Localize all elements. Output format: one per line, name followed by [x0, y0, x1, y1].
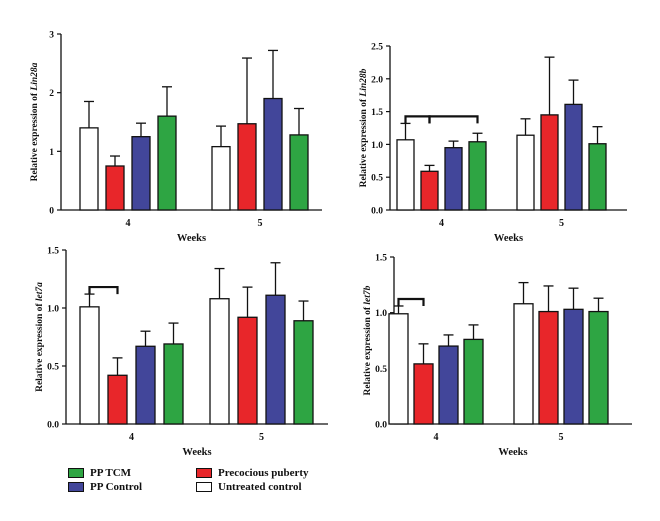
bar-untreated-week-4 [388, 313, 409, 425]
bar-untreated-week-4 [79, 127, 99, 211]
x-axis-label: Weeks [177, 233, 206, 244]
bar-pptcm-week-5 [588, 310, 609, 425]
x-tick-label: 5 [559, 432, 564, 443]
bar-ppcontrol-week-5 [563, 308, 584, 425]
y-tick-label: 0.0 [375, 421, 387, 431]
chart-panel-2: 0.0 0.5 1.0 1.5 2.0 2.5 4 5 Weeks Relative expres… [359, 43, 627, 244]
bar-ppcontrol-week-4 [438, 345, 459, 425]
bar-pp-week-4 [107, 374, 128, 425]
y-axis-label: Relative expression of Lin28a [30, 62, 40, 181]
significance-bracket [404, 115, 431, 124]
bar-pptcm-week-4 [463, 338, 484, 425]
bar-pptcm-week-5 [289, 134, 309, 211]
legend-item-pp-tcm: PP TCM [68, 467, 131, 479]
y-axis-label-gene: let7b [363, 285, 373, 304]
bar-untreated-week-5 [209, 298, 230, 425]
bar-pptcm-week-5 [588, 143, 607, 211]
x-tick-label: 5 [259, 432, 264, 443]
chart-panel-4: 0.0 0.5 1.0 1.5 4 5 Weeks Relative expression o… [363, 254, 632, 458]
y-axis-label: Relative expression of let7b [363, 285, 373, 395]
bar-ppcontrol-week-5 [263, 97, 283, 211]
y-tick-label: 0.0 [47, 421, 59, 431]
legend-label-pp-tcm: PP TCM [90, 467, 132, 479]
chart-panel-1: 0 1 2 3 4 5 Weeks Relative expression of Lin28a [30, 31, 322, 244]
legend-label-precocious-puberty: Precocious puberty [218, 467, 309, 479]
legend-swatch-pp-tcm [68, 468, 84, 478]
y-tick-label: 1 [49, 148, 54, 158]
y-axis-label-prefix: Relative expression of [35, 301, 45, 392]
y-tick-label: 1.0 [375, 309, 387, 319]
bar-untreated-week-5 [516, 134, 535, 211]
y-tick-label: 0.5 [47, 363, 59, 373]
y-tick-label: 0.5 [371, 174, 383, 184]
y-tick-label: 0.5 [375, 365, 387, 375]
legend-item-precocious-puberty: Precocious puberty [196, 467, 309, 479]
bar-pp-week-5 [237, 123, 257, 211]
bar-pp-week-5 [540, 114, 559, 211]
y-tick-label: 1.0 [371, 141, 383, 151]
legend-label-untreated-control: Untreated control [218, 481, 302, 493]
bar-ppcontrol-week-4 [131, 136, 151, 211]
y-tick-label: 0.0 [371, 207, 383, 217]
x-tick-label: 4 [434, 432, 439, 443]
legend-swatch-pp-control [68, 482, 84, 492]
x-axis-label: Weeks [498, 447, 527, 458]
x-tick-label: 4 [126, 218, 131, 229]
y-axis-label: Relative expression of Lin28b [359, 68, 369, 187]
bar-pptcm-week-4 [468, 141, 487, 211]
y-tick-label: 2.5 [371, 43, 383, 53]
bar-pp-week-5 [538, 310, 559, 425]
bar-ppcontrol-week-5 [265, 294, 286, 425]
y-axis-label-gene: Lin28b [359, 68, 369, 97]
y-tick-label: 1.5 [371, 108, 383, 118]
bar-untreated-week-5 [513, 303, 534, 425]
y-tick-label: 3 [49, 31, 54, 41]
chart-panel-3: 0.0 0.5 1.0 1.5 4 5 Weeks Relative expression o… [35, 247, 328, 458]
bar-pptcm-week-4 [157, 115, 177, 211]
bar-ppcontrol-week-5 [564, 103, 583, 211]
y-tick-label: 1.5 [375, 254, 387, 264]
x-axis-label: Weeks [182, 447, 211, 458]
bar-pp-week-4 [105, 165, 125, 211]
y-axis-label-gene: Lin28a [30, 62, 40, 91]
bar-ppcontrol-week-4 [135, 345, 156, 425]
x-tick-label: 5 [559, 218, 564, 229]
y-axis-label-prefix: Relative expression of [359, 97, 369, 188]
bar-pp-week-5 [237, 316, 258, 425]
x-tick-label: 4 [129, 432, 134, 443]
significance-bracket [88, 285, 119, 295]
bar-untreated-week-4 [79, 306, 100, 425]
y-tick-label: 2 [49, 89, 54, 99]
y-axis-label-gene: let7a [35, 282, 45, 301]
bar-pp-week-4 [420, 170, 439, 211]
x-axis-label: Weeks [494, 233, 523, 244]
legend-swatch-untreated-control [196, 482, 212, 492]
y-tick-label: 1.0 [47, 305, 59, 315]
legend-item-untreated-control: Untreated control [196, 481, 302, 493]
y-tick-label: 2.0 [371, 75, 383, 85]
x-tick-label: 4 [439, 218, 444, 229]
y-tick-label: 0 [49, 207, 54, 217]
significance-bracket [397, 297, 425, 306]
bar-pptcm-week-4 [163, 343, 184, 425]
x-tick-label: 5 [258, 218, 263, 229]
legend-label-pp-control: PP Control [90, 481, 143, 493]
y-tick-label: 1.5 [47, 247, 59, 257]
y-axis-label-prefix: Relative expression of [363, 305, 373, 396]
significance-bracket [428, 115, 479, 124]
bar-pp-week-4 [413, 363, 434, 425]
bar-untreated-week-5 [211, 145, 231, 211]
y-axis-label-prefix: Relative expression of [30, 91, 40, 182]
bar-untreated-week-4 [396, 139, 415, 211]
legend-item-pp-control: PP Control [68, 481, 142, 493]
legend-swatch-precocious-puberty [196, 468, 212, 478]
bar-ppcontrol-week-4 [444, 147, 463, 211]
y-axis-label: Relative expression of let7a [35, 282, 45, 392]
bar-pptcm-week-5 [293, 320, 314, 425]
